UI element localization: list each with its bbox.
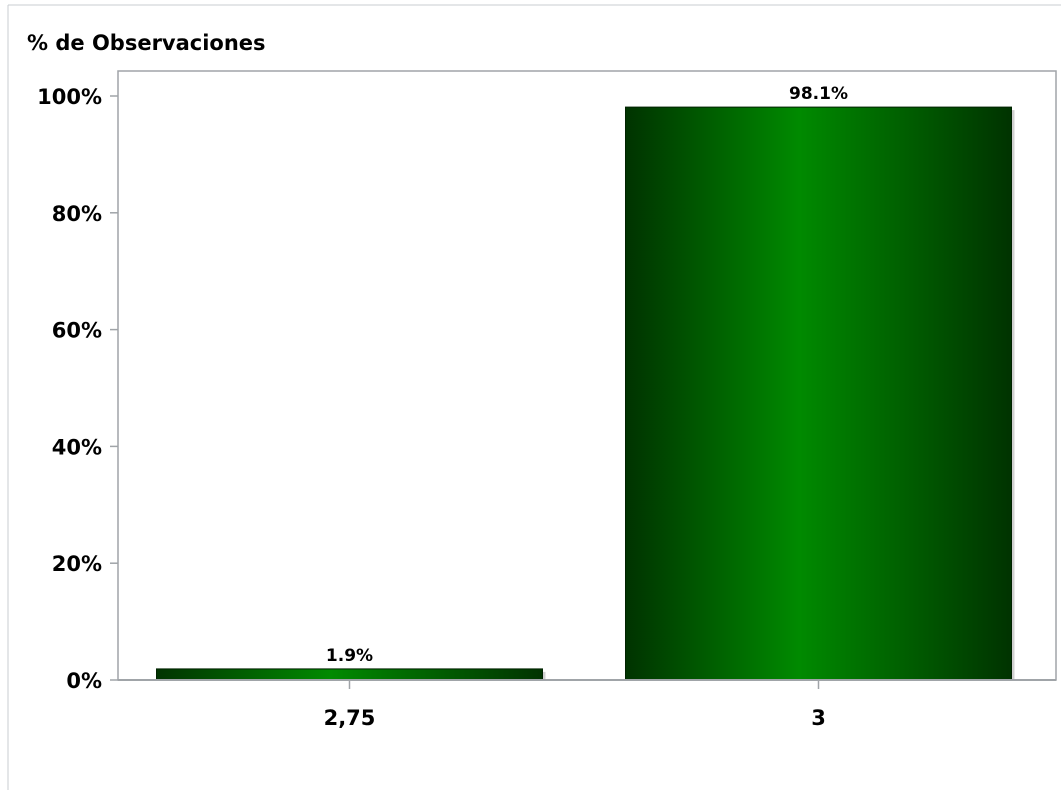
y-tick-label: 20% xyxy=(52,552,102,576)
y-tick-label: 80% xyxy=(52,202,102,226)
bars-group xyxy=(156,106,1015,681)
y-axis-ticks: 0% 20% 40% 60% 80% 100% xyxy=(37,85,118,693)
y-tick-label: 0% xyxy=(66,669,102,693)
x-axis-ticks: 2,75 3 xyxy=(324,680,826,730)
y-tick-label: 40% xyxy=(52,435,102,459)
bar-data-label: 1.9% xyxy=(326,646,373,666)
bar xyxy=(156,668,543,681)
x-tick-label: 2,75 xyxy=(324,706,376,730)
y-tick-label: 60% xyxy=(52,319,102,343)
data-labels: 1.9% 98.1% xyxy=(326,84,848,666)
bar-data-label: 98.1% xyxy=(789,84,848,104)
x-tick-label: 3 xyxy=(811,706,826,730)
y-axis-title: % de Observaciones xyxy=(27,31,266,55)
bar xyxy=(625,106,1012,681)
y-tick-label: 100% xyxy=(37,85,102,109)
